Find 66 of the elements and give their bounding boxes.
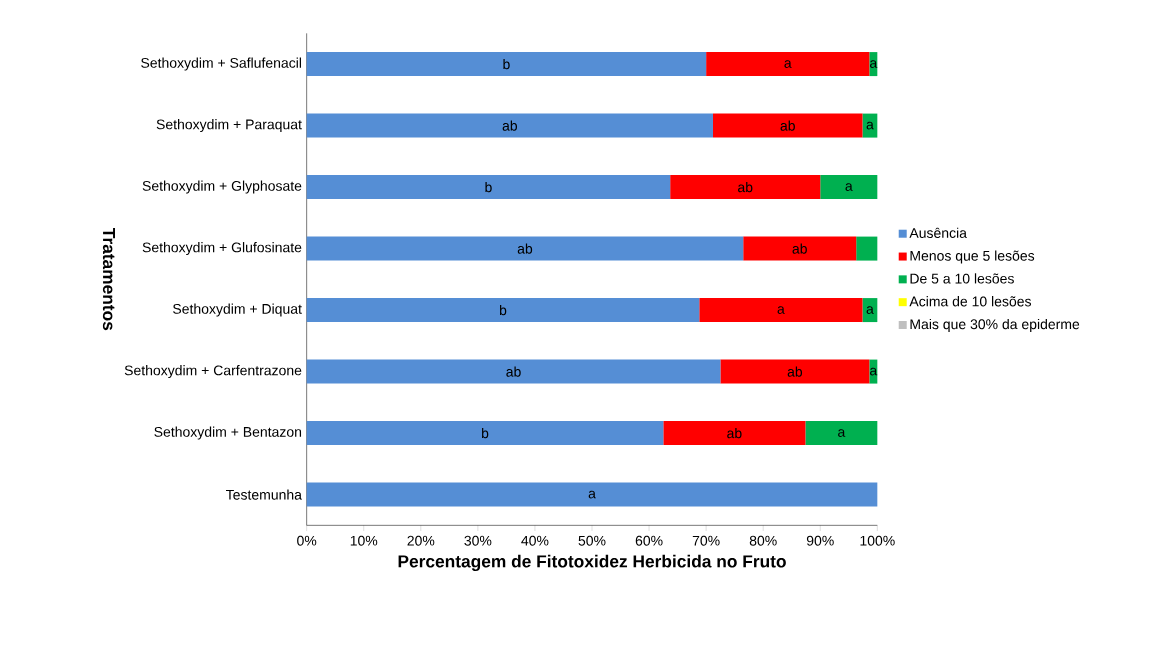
bar	[306, 113, 713, 138]
x-tick-label: 0%	[297, 535, 317, 546]
legend-label: De 5 a 10 lesões	[910, 273, 1014, 284]
x-tick-label: 30%	[464, 535, 492, 546]
data-label: a	[838, 429, 846, 437]
bar	[862, 113, 878, 138]
bar	[670, 175, 821, 200]
y-axis-title: Tratamentos	[102, 227, 115, 331]
x-tick-label: 40%	[521, 535, 549, 546]
data-label: a	[777, 306, 785, 314]
data-label: b	[482, 427, 489, 439]
x-tick-label: 100%	[860, 535, 895, 546]
data-label: a	[870, 367, 878, 376]
y-tick-label: Sethoxydim + Glufosinate	[142, 242, 302, 256]
bar	[306, 52, 707, 77]
legend-label: Acima de 10 lesões	[909, 296, 1032, 307]
bar	[306, 175, 671, 200]
data-label: a	[845, 183, 853, 191]
data-label: ab	[792, 243, 807, 254]
bar	[720, 359, 870, 384]
bar	[306, 482, 878, 507]
y-tick-label: Sethoxydim + Glyphosate	[142, 180, 302, 194]
legend-label: Menos que 5 lesões	[910, 250, 1035, 264]
data-label: ab	[506, 366, 521, 377]
x-tick-label: 20%	[407, 535, 435, 546]
x-tick-label: 70%	[692, 535, 720, 546]
bar	[820, 175, 878, 200]
x-tick-label: 50%	[578, 535, 606, 546]
bar	[306, 298, 700, 323]
bar	[306, 359, 721, 384]
bar	[743, 236, 857, 261]
bar	[699, 298, 863, 323]
x-axis-title: Percentagem de Fitotoxidez Herbicida no Fruto	[398, 554, 786, 572]
data-label: a	[866, 121, 874, 130]
x-tick-label: 80%	[749, 535, 777, 546]
y-tick-label: Sethoxydim + Carfentrazone	[124, 365, 302, 379]
data-label: a	[784, 60, 792, 68]
data-label: b	[485, 181, 492, 193]
bar	[663, 421, 806, 446]
x-tick-label: 10%	[350, 535, 378, 546]
y-tick-label: Sethoxydim + Saflufenacil	[141, 57, 301, 71]
data-label: ab	[727, 427, 742, 439]
legend-label: Ausência	[909, 227, 967, 238]
bar	[706, 52, 870, 77]
bar	[306, 421, 664, 446]
bar	[306, 236, 744, 261]
bar	[712, 113, 863, 138]
data-label: ab	[502, 120, 518, 131]
legend-label: Mais que 30% da epiderme	[910, 318, 1080, 332]
x-tick-label: 90%	[806, 535, 834, 546]
data-label: ab	[787, 366, 803, 377]
data-label: b	[503, 58, 510, 70]
data-label: a	[866, 306, 874, 314]
bar	[805, 421, 878, 446]
y-tick-label: Sethoxydim + Bentazon	[154, 426, 302, 440]
bar	[856, 236, 878, 261]
y-tick-label: Sethoxydim + Paraquat	[156, 119, 302, 133]
data-label: a	[588, 490, 596, 499]
x-tick-label: 60%	[635, 535, 663, 546]
data-label: ab	[780, 120, 795, 131]
data-label: b	[499, 304, 507, 316]
bar	[862, 298, 878, 323]
data-label: ab	[738, 181, 753, 193]
y-tick-label: Sethoxydim + Diquat	[173, 303, 302, 317]
data-label: ab	[517, 243, 533, 254]
y-tick-label: Testemunha	[226, 489, 302, 500]
